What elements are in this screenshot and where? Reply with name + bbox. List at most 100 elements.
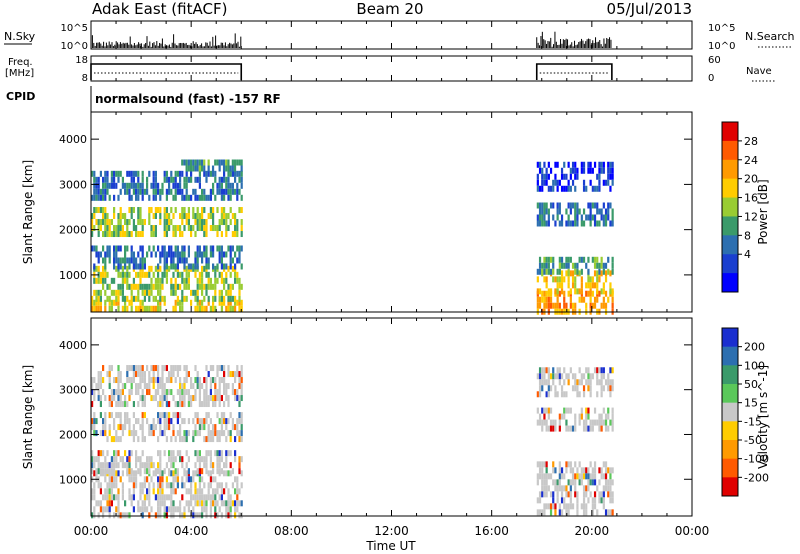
- data-cell: [150, 462, 153, 469]
- data-cell: [179, 506, 182, 513]
- data-cell: [580, 214, 583, 221]
- data-cell: [163, 365, 166, 372]
- data-cell: [611, 367, 614, 374]
- data-cell: [207, 424, 210, 431]
- data-cell: [170, 251, 173, 258]
- data-cell: [190, 289, 193, 296]
- data-cell: [106, 462, 109, 469]
- data-cell: [99, 500, 102, 507]
- data-cell: [165, 271, 168, 278]
- data-cell: [234, 506, 237, 513]
- data-cell: [150, 283, 153, 290]
- data-cell: [170, 365, 173, 372]
- data-cell: [198, 430, 201, 437]
- data-cell: [108, 506, 111, 513]
- data-cell: [203, 494, 206, 501]
- data-cell: [165, 263, 168, 270]
- data-cell: [108, 401, 111, 408]
- colorbar-segment: [722, 178, 738, 199]
- data-cell: [157, 450, 160, 457]
- data-cell: [106, 271, 109, 278]
- data-cell: [536, 288, 539, 295]
- data-cell: [549, 268, 553, 275]
- data-cell: [598, 173, 601, 180]
- data-cell: [567, 491, 570, 498]
- data-cell: [611, 385, 614, 392]
- data-cell: [602, 497, 605, 504]
- freq-line: [90, 63, 243, 80]
- data-cell: [115, 456, 118, 463]
- data-cell: [203, 283, 206, 290]
- data-cell: [137, 305, 140, 312]
- data-cell: [132, 401, 135, 408]
- data-cell: [563, 473, 566, 480]
- data-cell: [578, 479, 581, 486]
- data-cell: [163, 412, 166, 419]
- data-cell: [172, 283, 175, 290]
- data-cell: [541, 290, 544, 297]
- data-cell: [569, 270, 572, 277]
- data-cell: [214, 450, 217, 457]
- x-tick-label: 16:00: [474, 524, 509, 538]
- data-cell: [545, 407, 548, 414]
- data-cell: [203, 219, 206, 226]
- data-cell: [565, 425, 568, 432]
- data-cell: [582, 485, 586, 492]
- data-cell: [104, 194, 107, 201]
- data-cell: [126, 365, 129, 372]
- data-cell: [174, 251, 177, 258]
- data-cell: [223, 188, 226, 195]
- data-cell: [225, 277, 228, 284]
- data-cell: [172, 371, 175, 378]
- data-cell: [227, 295, 230, 302]
- data-cell: [209, 377, 212, 384]
- data-cell: [174, 289, 177, 296]
- data-cell: [157, 506, 160, 513]
- data-cell: [106, 283, 109, 290]
- data-cell: [225, 512, 228, 519]
- data-cell: [218, 159, 221, 166]
- data-cell: [236, 271, 239, 278]
- velocity-ylabel: Slant Range [km]: [21, 365, 35, 469]
- data-cell: [132, 295, 135, 302]
- data-cell: [212, 295, 215, 302]
- data-cell: [220, 488, 223, 495]
- data-cell: [552, 379, 555, 386]
- data-cell: [578, 473, 581, 480]
- data-cell: [181, 512, 184, 519]
- data-cell: [602, 282, 605, 289]
- data-cell: [554, 161, 557, 168]
- data-cell: [238, 159, 241, 166]
- data-cell: [187, 165, 190, 172]
- colorbar-segment: [722, 159, 738, 180]
- data-cell: [549, 202, 553, 209]
- data-cell: [598, 367, 601, 374]
- data-cell: [560, 497, 564, 504]
- data-cell: [543, 479, 546, 486]
- data-cell: [163, 257, 166, 264]
- data-cell: [130, 377, 133, 384]
- data-cell: [196, 213, 199, 220]
- data-cell: [547, 268, 550, 275]
- data-cell: [139, 213, 142, 220]
- data-cell: [163, 219, 166, 226]
- data-cell: [569, 296, 572, 303]
- data-cell: [587, 214, 590, 221]
- data-cell: [600, 497, 603, 504]
- data-cell: [137, 170, 140, 177]
- data-cell: [541, 485, 544, 492]
- data-cell: [234, 176, 237, 183]
- data-cell: [554, 485, 557, 492]
- data-cell: [181, 207, 184, 214]
- data-cell: [576, 385, 579, 392]
- data-cell: [137, 436, 140, 443]
- data-cell: [148, 213, 151, 220]
- data-cell: [99, 251, 102, 258]
- data-cell: [574, 385, 577, 392]
- data-cell: [148, 170, 151, 177]
- data-cell: [106, 494, 109, 501]
- data-cell: [209, 482, 212, 489]
- data-cell: [231, 231, 234, 238]
- data-cell: [240, 194, 243, 201]
